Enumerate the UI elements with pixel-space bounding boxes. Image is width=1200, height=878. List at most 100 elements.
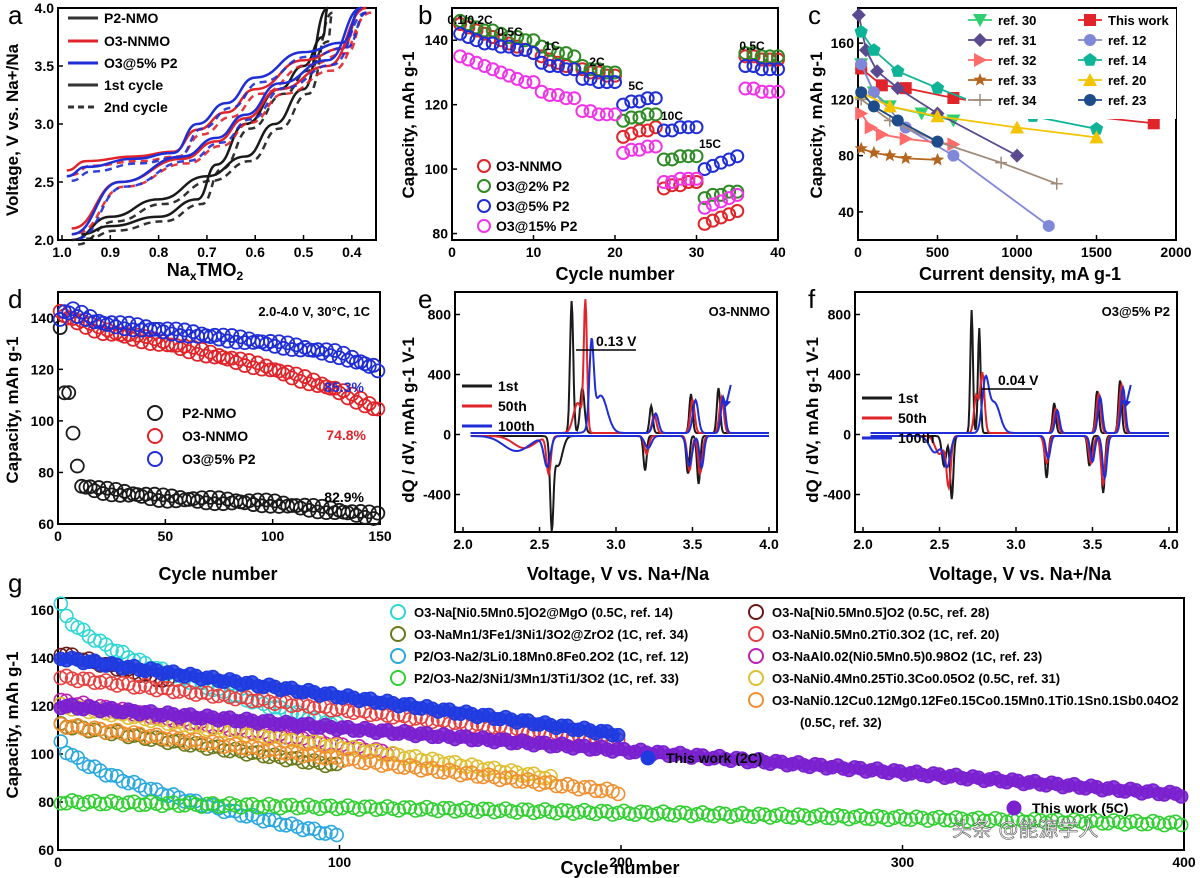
- x-tick-label: 0.6: [245, 244, 265, 260]
- panel-f-ylabel: dQ / dV, mAh g-1 V-1: [803, 337, 822, 503]
- dq-charge-2: [870, 374, 1169, 434]
- point-d-2: [155, 324, 171, 340]
- y-tick-label: 40: [838, 204, 854, 220]
- point-b-1-8: [518, 33, 533, 48]
- point-g-3: [1016, 814, 1031, 830]
- point-g-8: [470, 769, 485, 784]
- rate-label: 0.5C: [739, 39, 765, 53]
- rate-label: 15C: [699, 137, 721, 151]
- marker-c-6: [854, 141, 868, 155]
- point-b-2-7: [510, 42, 525, 57]
- y-tick-label: 120: [425, 97, 449, 113]
- legend-g-left-label: O3-Na[Ni0.5Mn0.5]O2@MgO (0.5C, ref. 14): [414, 605, 673, 620]
- panel-e-xlabel: Voltage, V vs. Na+/Na: [527, 564, 710, 584]
- point-d-0: [164, 488, 180, 504]
- point-d-1: [203, 344, 218, 360]
- x-tick-label: 3.0: [606, 536, 626, 552]
- legend-marker: [1083, 53, 1097, 66]
- point-b-2-11: [542, 59, 557, 73]
- x-tick-label: 2.0: [853, 536, 873, 552]
- marker-c-5: [930, 81, 945, 94]
- panel-label-c: c: [808, 0, 821, 30]
- marker-c-8: [1050, 177, 1063, 190]
- point-b-1-16: [583, 62, 598, 77]
- point-g-3: [278, 798, 294, 813]
- point-g-2: [318, 826, 333, 841]
- panel-label-e: e: [418, 284, 432, 314]
- point-b-3-38: [762, 84, 777, 99]
- point-b-0-31: [705, 213, 720, 228]
- y-tick-label: 140: [31, 310, 55, 326]
- point-g-5: [402, 712, 418, 727]
- legend-marker: [973, 73, 987, 86]
- legend-marker: [1084, 94, 1096, 106]
- curve-a-dashed-1: [76, 11, 334, 246]
- point-g-3: [436, 800, 451, 816]
- point-b-3-32: [713, 194, 728, 209]
- point-b-0-33: [722, 207, 737, 222]
- point-g-2: [295, 822, 311, 838]
- legend-e-100th: 100th: [498, 418, 535, 434]
- point-g-3: [622, 806, 637, 821]
- y-tick-label: 3.0: [35, 116, 55, 132]
- point-g-2: [312, 825, 328, 841]
- point-g-8: [115, 726, 131, 741]
- point-b-2-38: [762, 62, 777, 77]
- legend-g-marker: [390, 670, 406, 686]
- point-b-3-1: [461, 52, 476, 67]
- point-b-1-25: [656, 152, 671, 167]
- point-g-8: [222, 738, 238, 753]
- point-d-2: [185, 324, 201, 340]
- point-d-1: [224, 350, 240, 366]
- point-g-5: [87, 675, 102, 691]
- point-b-3-36: [746, 81, 761, 96]
- x-tick-label: 1500: [1081, 244, 1112, 260]
- point-d-0: [65, 425, 81, 441]
- x-tick-label: 400: [1172, 854, 1196, 870]
- point-g-8: [430, 764, 446, 779]
- legend-1st-cycle: 1st cycle: [104, 77, 163, 93]
- x-tick-label: 3.0: [1006, 536, 1026, 552]
- legend-o3-5p2: O3@5% P2: [104, 55, 178, 71]
- point-g-3: [1162, 815, 1178, 830]
- point-g-8: [380, 756, 395, 772]
- legend-g-right-label: O3-NaNi0.5Mn0.2Ti0.3O2 (1C, ref. 20): [772, 627, 999, 642]
- panel-e-title: O3-NNMO: [709, 304, 770, 319]
- marker-c-3: [1042, 219, 1055, 232]
- point-b-0-20: [616, 129, 631, 144]
- point-b-2-31: [705, 158, 720, 173]
- point-g-5: [363, 707, 378, 723]
- y-tick-label: 100: [31, 413, 55, 429]
- point-d-2: [288, 337, 304, 353]
- point-g-0: [98, 637, 114, 652]
- marker-c-9: [867, 100, 880, 113]
- arrow-head: [721, 400, 732, 408]
- point-b-3-30: [697, 200, 712, 215]
- panel-a-chart: 1.0 0.9 0.8 0.7 0.6 0.5 0.4 2.0 2.5 3.0 3.5 4.0 Vol…: [3, 0, 377, 283]
- rate-label: 10C: [661, 109, 683, 123]
- point-g-8: [453, 767, 468, 783]
- point-b-3-20: [616, 146, 631, 160]
- legend-marker: [1084, 14, 1096, 26]
- point-b-2-26: [665, 123, 680, 138]
- point-b-2-2: [469, 33, 484, 48]
- x-tick-label: 10: [526, 244, 542, 260]
- point-d-2: [207, 327, 223, 343]
- panel-e-legend: 1st 50th 100th: [462, 378, 535, 434]
- x-tick-label: 3.5: [683, 536, 703, 552]
- point-d-0: [344, 504, 360, 520]
- point-g-8: [548, 778, 564, 794]
- point-g-7: [363, 744, 378, 759]
- point-d-0: [241, 493, 257, 509]
- point-g-8: [374, 758, 390, 773]
- curve-a-dashed-3: [76, 11, 372, 235]
- x-tick-label: 0.9: [101, 244, 121, 260]
- point-g-8: [233, 740, 249, 756]
- y-tick-label: 140: [31, 650, 55, 666]
- point-d-0: [301, 502, 317, 518]
- point-b-1-32: [713, 187, 728, 202]
- legend-g-marker: [748, 626, 764, 642]
- point-g-3: [385, 801, 401, 816]
- rate-label: 0.1/0.2C: [447, 13, 493, 27]
- curve-a-5: [71, 6, 362, 236]
